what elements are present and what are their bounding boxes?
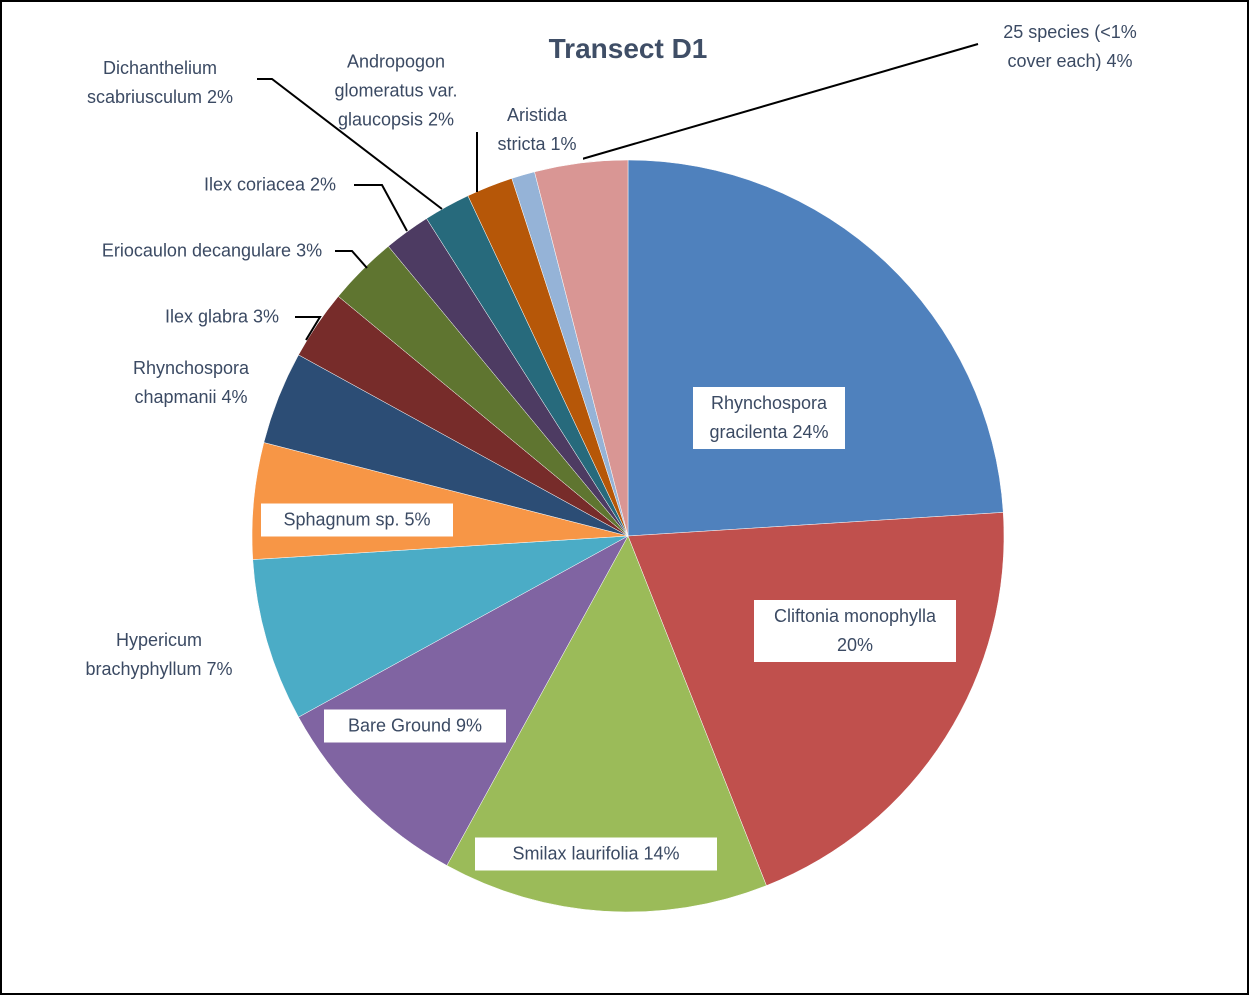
category-name: Eriocaulon decangulare bbox=[101, 240, 292, 261]
leader-line bbox=[335, 250, 368, 269]
category-name: Ilex coriacea bbox=[203, 174, 306, 195]
value-label: 7% bbox=[206, 659, 233, 679]
slice bbox=[446, 535, 767, 913]
slice bbox=[298, 535, 629, 866]
category-name: Bare Ground bbox=[347, 715, 452, 736]
data-label: Rhynchospora gracilenta 24% bbox=[693, 387, 845, 449]
category-name: Andropogon glomeratus var. glaucopsis bbox=[334, 51, 458, 130]
value-label: 3% bbox=[253, 306, 280, 327]
category-name: Cliftonia monophylla bbox=[773, 606, 937, 626]
data-label: Ilex coriacea 2% bbox=[180, 171, 360, 200]
category-name: Dichanthelium scabriusculum bbox=[86, 58, 218, 107]
value-label: 1% bbox=[550, 134, 577, 154]
value-label: 2% bbox=[428, 109, 455, 130]
data-label: Sphagnum sp. 5% bbox=[261, 503, 453, 537]
data-label: Dichanthelium scabriusculum 2% bbox=[65, 54, 255, 112]
leader-line bbox=[257, 78, 443, 210]
slice bbox=[252, 535, 629, 718]
category-name: 25 species (<1% cover each) bbox=[1003, 22, 1137, 71]
data-label: Smilax laurifolia 14% bbox=[475, 837, 717, 871]
category-name: Sphagnum sp. bbox=[283, 509, 400, 530]
category-name: Rhynchospora gracilenta bbox=[709, 393, 828, 442]
data-label: 25 species (<1% cover each) 4% bbox=[995, 18, 1145, 76]
data-label: Eriocaulon decangulare 3% bbox=[97, 237, 327, 266]
data-label: Bare Ground 9% bbox=[324, 709, 506, 743]
category-name: Smilax laurifolia bbox=[512, 843, 639, 864]
value-label: 2% bbox=[207, 87, 234, 107]
value-label: 4% bbox=[1106, 51, 1133, 71]
data-label: Rhynchospora chapmanii 4% bbox=[111, 354, 271, 412]
slice bbox=[534, 159, 629, 537]
value-label: 14% bbox=[643, 843, 680, 864]
data-label: Andropogon glomeratus var. glaucopsis 2% bbox=[321, 48, 471, 135]
data-label: Hypericum brachyphyllum 7% bbox=[74, 626, 244, 684]
leader-lines bbox=[257, 43, 979, 341]
value-label: 9% bbox=[456, 715, 483, 736]
value-label: 24% bbox=[792, 422, 829, 442]
value-label: 2% bbox=[310, 174, 337, 195]
category-name: Aristida stricta bbox=[497, 105, 568, 154]
value-label: 20% bbox=[836, 635, 874, 655]
value-label: 5% bbox=[404, 509, 431, 530]
data-label: Cliftonia monophylla 20% bbox=[754, 600, 956, 662]
leader-line bbox=[354, 184, 408, 232]
data-label: Ilex glabra 3% bbox=[142, 303, 302, 332]
category-name: Ilex glabra bbox=[164, 306, 249, 327]
value-label: 3% bbox=[296, 240, 323, 261]
data-label: Aristida stricta 1% bbox=[491, 99, 583, 161]
leader-line bbox=[581, 43, 979, 160]
value-label: 4% bbox=[221, 387, 248, 407]
category-name: Rhynchospora chapmanii bbox=[132, 358, 250, 407]
leader-line bbox=[295, 316, 322, 341]
slice bbox=[627, 159, 1004, 537]
category-name: Hypericum brachyphyllum bbox=[85, 630, 203, 679]
chart-title: Transect D1 bbox=[548, 33, 708, 64]
